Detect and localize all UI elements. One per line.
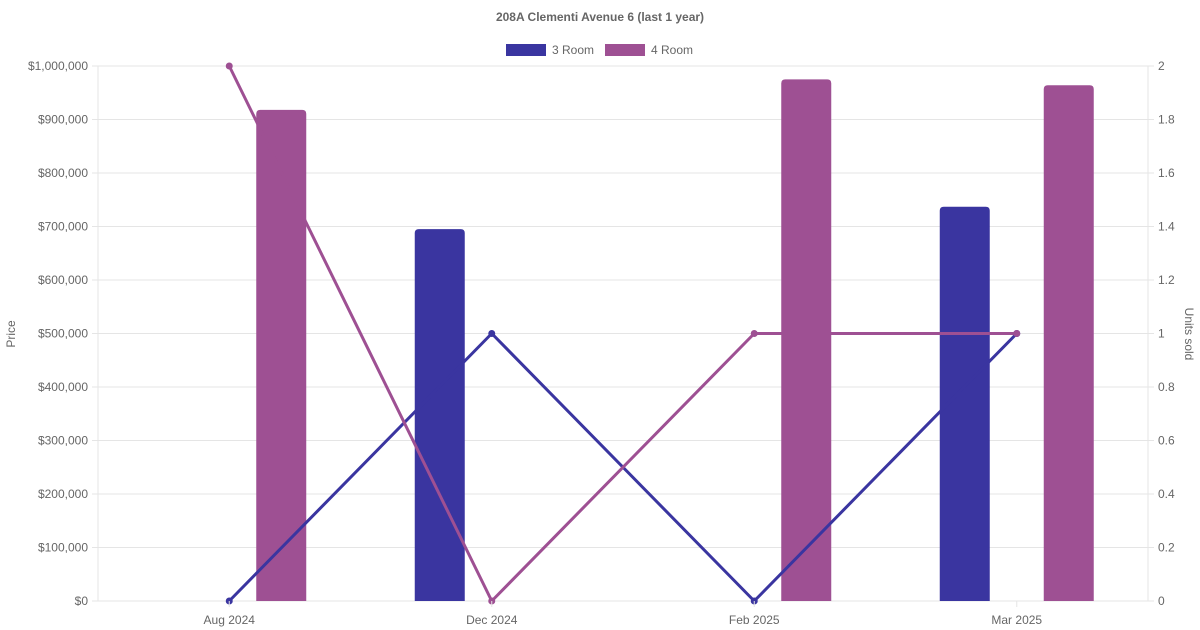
left-tick-label: $0 <box>75 594 89 608</box>
left-tick-label: $800,000 <box>38 166 88 180</box>
left-tick-label: $500,000 <box>38 327 88 341</box>
x-axis-ticks: Aug 2024 Dec 2024 Feb 2025 Mar 2025 <box>204 601 1042 627</box>
line-4-room-units-sold <box>227 65 1017 603</box>
right-tick-label: 1.4 <box>1158 220 1175 234</box>
chart-title: 208A Clementi Avenue 6 (last 1 year) <box>496 10 704 24</box>
left-tick-label: $600,000 <box>38 273 88 287</box>
bar-4-room-aug-2024[interactable] <box>256 109 307 602</box>
left-tick-label: $400,000 <box>38 380 88 394</box>
right-tick-label: 0 <box>1158 594 1165 608</box>
right-tick-label: 2 <box>1158 59 1165 73</box>
x-tick-label-aug-2024: Aug 2024 <box>204 613 256 627</box>
left-tick-label: $700,000 <box>38 220 88 234</box>
legend: 3 Room 4 Room <box>506 43 693 57</box>
right-tick-label: 0.2 <box>1158 541 1175 555</box>
line-series <box>225 62 1021 605</box>
right-tick-label: 0.4 <box>1158 487 1175 501</box>
left-tick-label: $200,000 <box>38 487 88 501</box>
right-tick-label: 1.6 <box>1158 166 1175 180</box>
right-tick-label: 1.8 <box>1158 113 1175 127</box>
bar-3-room-mar-2025[interactable] <box>939 206 990 601</box>
bar-4-room-mar-2025[interactable] <box>1043 85 1094 601</box>
right-tick-label: 0.6 <box>1158 434 1175 448</box>
x-tick-label-feb-2025: Feb 2025 <box>729 613 780 627</box>
x-tick-label-dec-2024: Dec 2024 <box>466 613 518 627</box>
point-3-room-dec-2024[interactable] <box>488 330 496 337</box>
right-axis-ticks: 0 0.2 0.4 0.6 0.8 1 1.2 1.4 1.6 1.8 2 <box>1148 59 1175 608</box>
bar-4-room-feb-2025[interactable] <box>781 79 832 601</box>
left-tick-label: $300,000 <box>38 434 88 448</box>
x-tick-label-mar-2025: Mar 2025 <box>991 613 1042 627</box>
left-tick-label: $900,000 <box>38 113 88 127</box>
right-axis-title: Units sold <box>1182 308 1196 361</box>
legend-item-4-room[interactable]: 4 Room <box>605 43 693 57</box>
point-4-room-feb-2025[interactable] <box>750 330 758 337</box>
point-4-room-aug-2024[interactable] <box>225 62 233 70</box>
right-tick-label: 0.8 <box>1158 380 1175 394</box>
legend-label-3-room: 3 Room <box>552 43 594 57</box>
legend-swatch-3-room <box>506 44 546 56</box>
left-axis-title: Price <box>4 320 18 348</box>
bar-3-room-dec-2024[interactable] <box>414 229 465 602</box>
legend-label-4-room: 4 Room <box>651 43 693 57</box>
point-4-room-mar-2025[interactable] <box>1013 330 1021 337</box>
right-tick-label: 1 <box>1158 327 1165 341</box>
bar-series <box>256 79 1094 602</box>
left-tick-label: $1,000,000 <box>28 59 88 73</box>
right-tick-label: 1.2 <box>1158 273 1175 287</box>
left-axis-ticks: $0 $100,000 $200,000 $300,000 $400,000 $500,0… <box>28 59 98 608</box>
legend-item-3-room[interactable]: 3 Room <box>506 43 594 57</box>
legend-swatch-4-room <box>605 44 645 56</box>
left-tick-label: $100,000 <box>38 541 88 555</box>
